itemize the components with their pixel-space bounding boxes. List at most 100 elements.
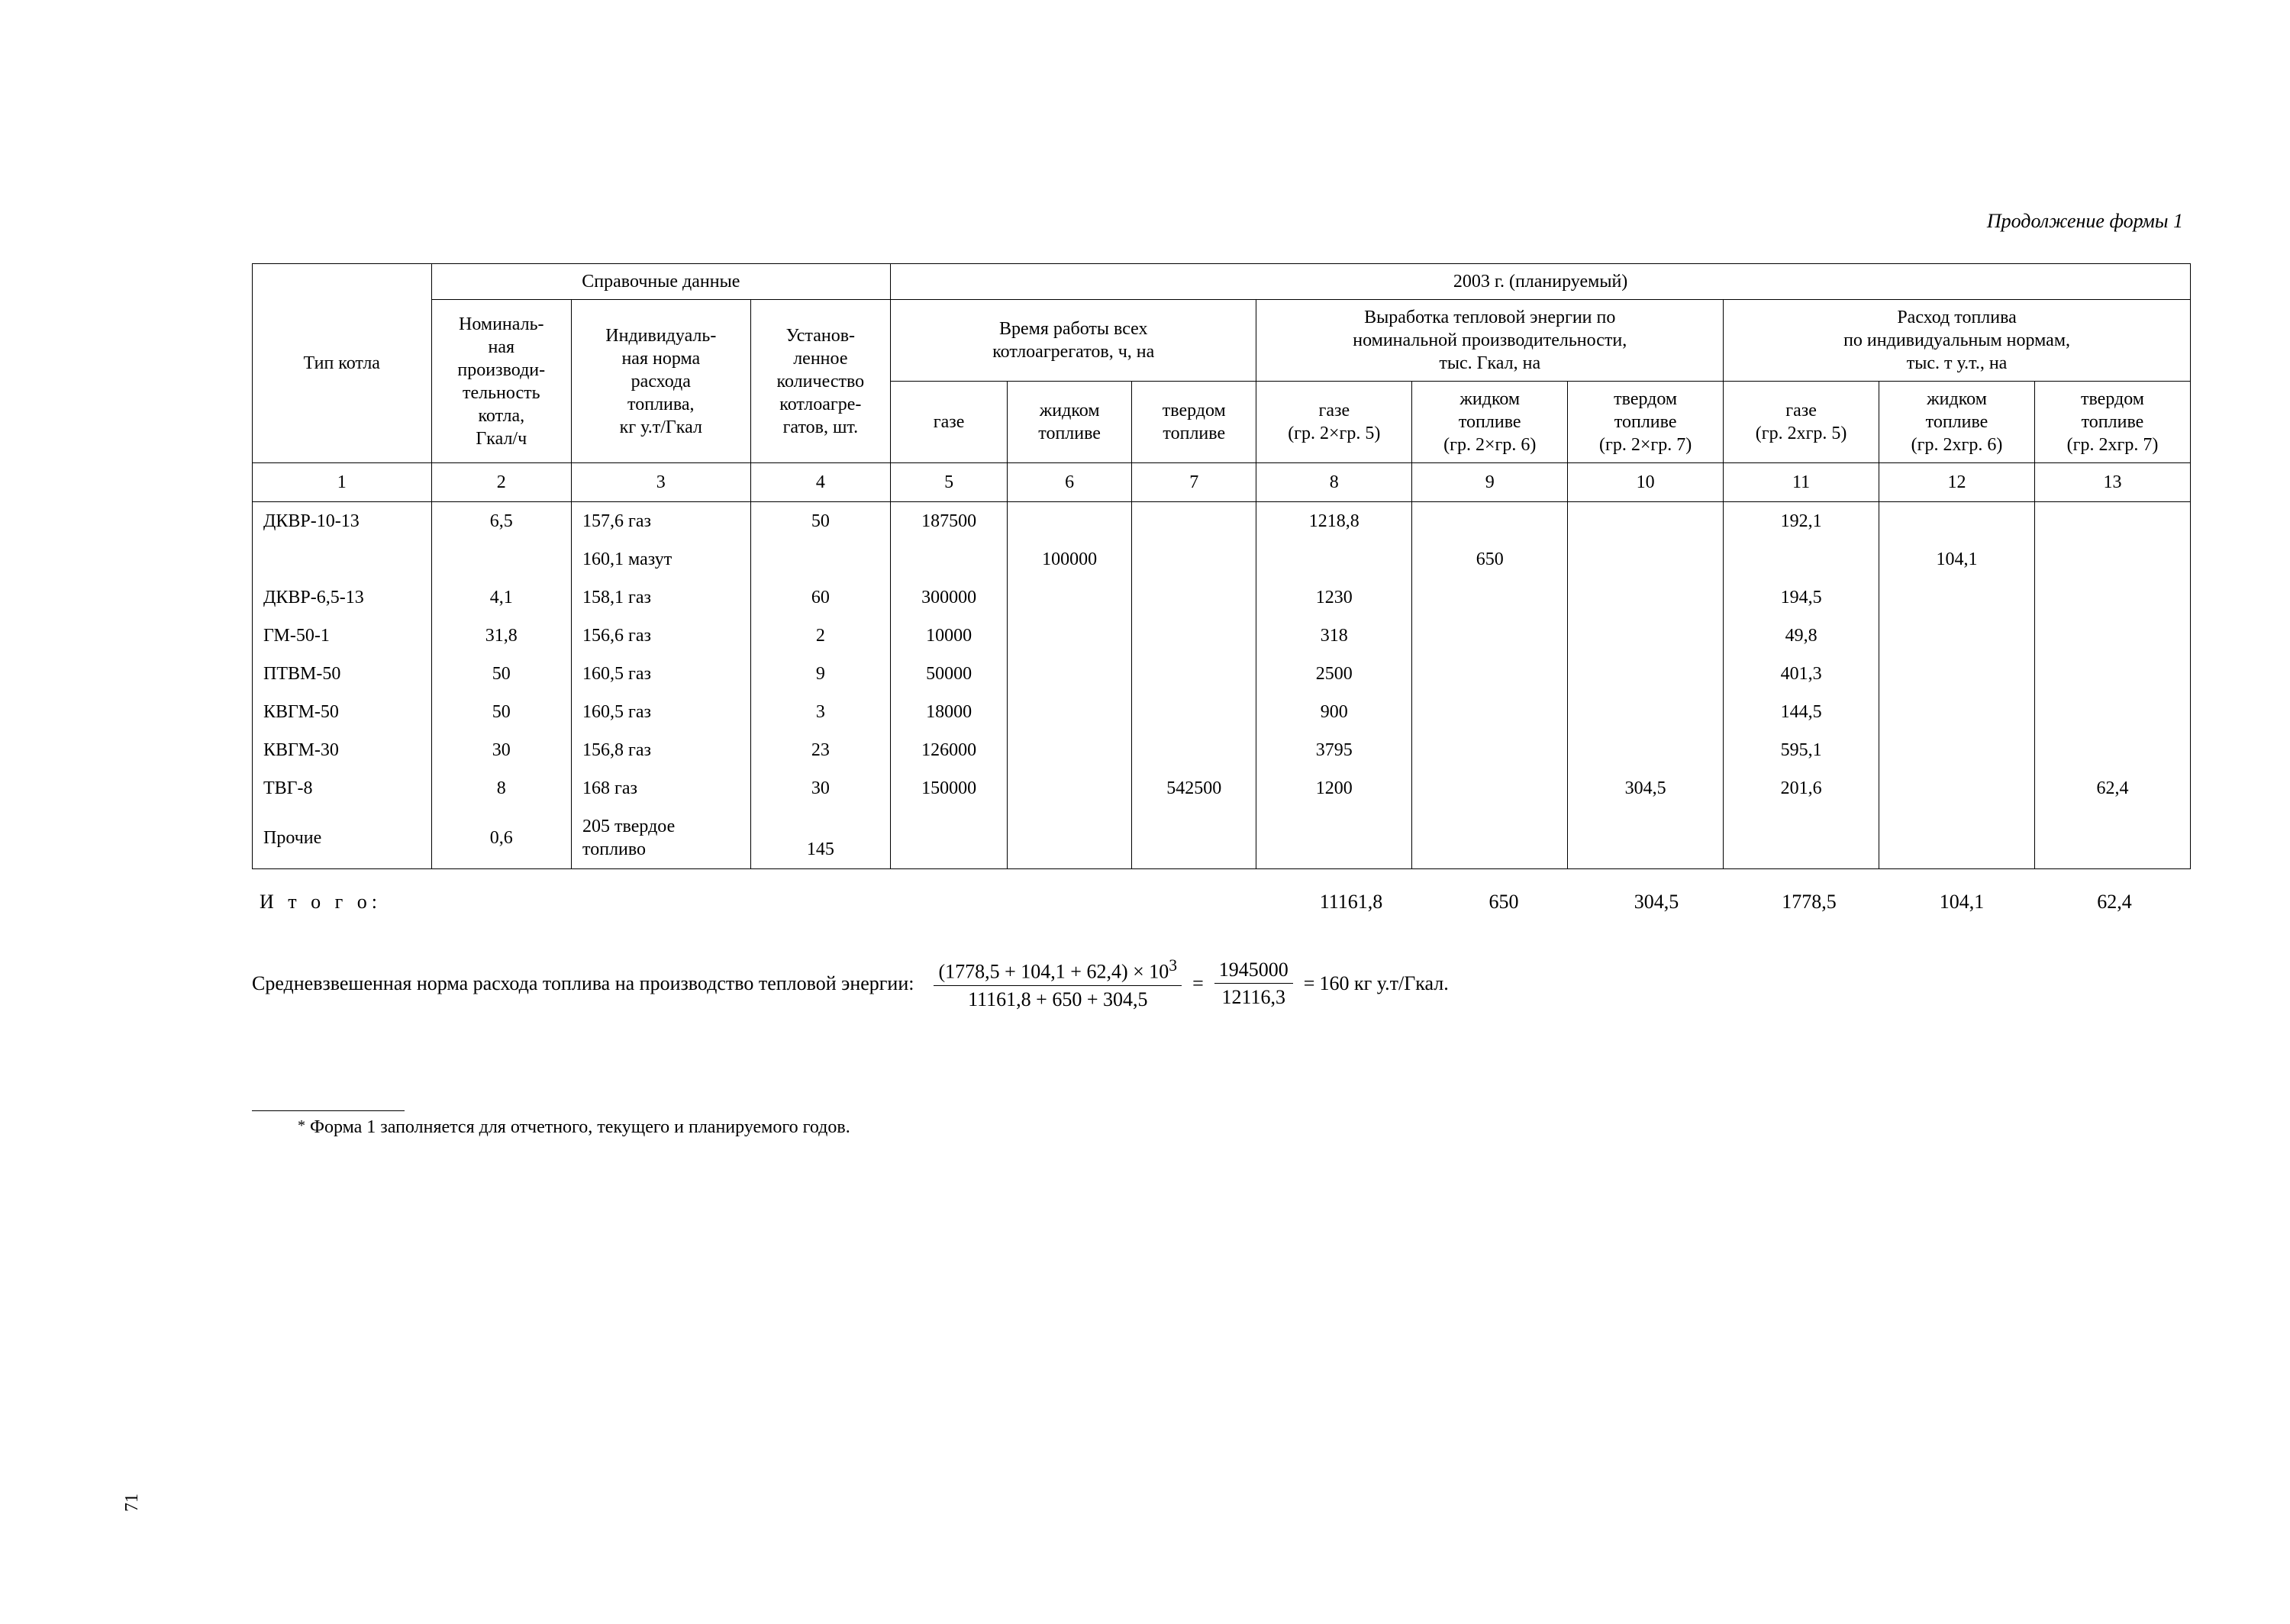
cell: КВГМ-30 — [253, 731, 432, 769]
cell: 0,6 — [431, 807, 572, 869]
cell: 595,1 — [1724, 731, 1879, 769]
cell: 156,8 газ — [572, 731, 751, 769]
cell: 8 — [431, 769, 572, 807]
cell: 318 — [1256, 617, 1412, 655]
cell — [1568, 617, 1724, 655]
cell — [1412, 578, 1568, 617]
table-row: КВГМ-3030156,8 газ231260003795595,1 — [253, 731, 2191, 769]
cell: ДКВР-10-13 — [253, 502, 432, 541]
cell: 4,1 — [431, 578, 572, 617]
footnote-text: Форма 1 заполняется для отчетного, текущ… — [310, 1117, 850, 1137]
cell: 157,6 газ — [572, 502, 751, 541]
cell — [1008, 617, 1132, 655]
cell: 1200 — [1256, 769, 1412, 807]
cell: 145 — [750, 807, 891, 869]
cell: 23 — [750, 731, 891, 769]
cell — [1568, 807, 1724, 869]
table-row: ПТВМ-5050160,5 газ9500002500401,3 — [253, 655, 2191, 693]
main-table: Тип котла Справочные данные 2003 г. (пла… — [252, 263, 2191, 869]
cell — [1008, 502, 1132, 541]
frac1-den: 11161,8 + 650 + 304,5 — [963, 988, 1152, 1011]
col-num: 3 — [572, 463, 751, 502]
cell — [2034, 502, 2190, 541]
col-num: 2 — [431, 463, 572, 502]
col-num: 11 — [1724, 463, 1879, 502]
formula-line: Средневзвешенная норма расхода топлива н… — [252, 955, 2191, 1011]
cell — [1132, 807, 1256, 869]
cell — [1879, 655, 2035, 693]
cell — [1412, 731, 1568, 769]
th-year-group: 2003 г. (планируемый) — [891, 264, 2191, 300]
totals-label: И т о г о: — [260, 891, 382, 914]
cell — [1132, 540, 1256, 578]
totals-value: 62,4 — [2038, 891, 2191, 914]
totals-value: 304,5 — [1580, 891, 1733, 914]
cell — [891, 807, 1008, 869]
th-heat-group: Выработка тепловой энергии по номинально… — [1256, 300, 1724, 382]
th-c12: жидком топливе (гр. 2xгр. 6) — [1879, 382, 2035, 463]
th-c7: твердом топливе — [1132, 382, 1256, 463]
col-num: 6 — [1008, 463, 1132, 502]
cell: 50 — [431, 655, 572, 693]
cell: 100000 — [1008, 540, 1132, 578]
cell — [1568, 578, 1724, 617]
cell — [1879, 731, 2035, 769]
th-c13: твердом топливе (гр. 2xгр. 7) — [2034, 382, 2190, 463]
cell — [1568, 655, 1724, 693]
cell — [1879, 578, 2035, 617]
col-num: 7 — [1132, 463, 1256, 502]
cell — [1132, 502, 1256, 541]
cell: 62,4 — [2034, 769, 2190, 807]
cell — [891, 540, 1008, 578]
frac1-sup: 3 — [1169, 956, 1177, 975]
th-c4: Установ- ленное количество котлоагре- га… — [750, 300, 891, 463]
frac2-den: 12116,3 — [1218, 985, 1291, 1009]
frac1-num: (1778,5 + 104,1 + 62,4) × 10 — [938, 961, 1169, 983]
col-num: 10 — [1568, 463, 1724, 502]
cell: 160,5 газ — [572, 693, 751, 731]
th-c6: жидком топливе — [1008, 382, 1132, 463]
cell: 1218,8 — [1256, 502, 1412, 541]
th-c11: газе (гр. 2xгр. 5) — [1724, 382, 1879, 463]
th-fuel-group: Расход топлива по индивидуальным нормам,… — [1724, 300, 2191, 382]
table-row: Прочие0,6205 твердое топливо 145 — [253, 807, 2191, 869]
cell — [1412, 655, 1568, 693]
cell — [1132, 655, 1256, 693]
cell — [1132, 731, 1256, 769]
cell: 304,5 — [1568, 769, 1724, 807]
cell — [1724, 540, 1879, 578]
table-row: 160,1 мазут100000650104,1 — [253, 540, 2191, 578]
cell: 3 — [750, 693, 891, 731]
cell — [1132, 617, 1256, 655]
cell: 50 — [750, 502, 891, 541]
cell: 60 — [750, 578, 891, 617]
cell: 2500 — [1256, 655, 1412, 693]
equals-2: = — [1304, 972, 1315, 995]
col-num: 9 — [1412, 463, 1568, 502]
cell: 542500 — [1132, 769, 1256, 807]
cell — [1256, 807, 1412, 869]
cell — [1132, 693, 1256, 731]
cell — [2034, 807, 2190, 869]
cell — [2034, 655, 2190, 693]
cell — [1008, 578, 1132, 617]
cell: ДКВР-6,5-13 — [253, 578, 432, 617]
cell — [1568, 693, 1724, 731]
cell — [2034, 617, 2190, 655]
cell — [1879, 502, 2035, 541]
th-c9: жидком топливе (гр. 2×гр. 6) — [1412, 382, 1568, 463]
col-num: 4 — [750, 463, 891, 502]
cell — [1412, 769, 1568, 807]
col-num: 8 — [1256, 463, 1412, 502]
cell — [1008, 769, 1132, 807]
th-time-group: Время работы всех котлоагрегатов, ч, на — [891, 300, 1256, 382]
cell — [1008, 693, 1132, 731]
cell: 50 — [431, 693, 572, 731]
cell: 9 — [750, 655, 891, 693]
cell — [1568, 731, 1724, 769]
totals-value: 650 — [1427, 891, 1580, 914]
footnote-rule — [252, 1110, 405, 1111]
cell — [1879, 807, 2035, 869]
cell — [1568, 540, 1724, 578]
cell — [1568, 502, 1724, 541]
